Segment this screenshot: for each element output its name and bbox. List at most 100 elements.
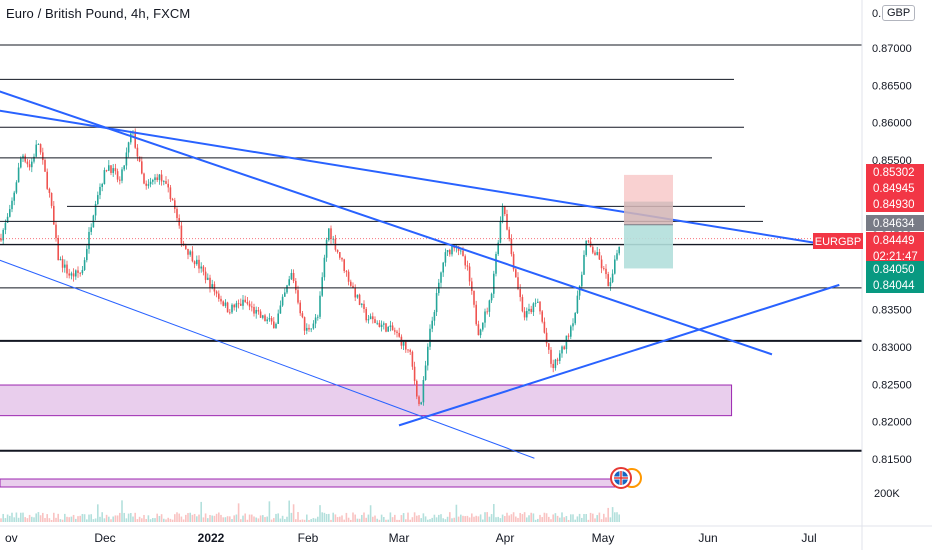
candle-body [88, 231, 90, 249]
candle-body [193, 261, 196, 265]
candle-body [6, 216, 9, 223]
candle-body [123, 165, 125, 170]
candle-body [284, 292, 286, 297]
volume-bar [306, 514, 308, 522]
candle-body [143, 173, 145, 184]
candle-body [222, 301, 224, 306]
volume-bar [510, 514, 513, 522]
volume-bar [550, 519, 552, 522]
volume-bar [495, 517, 497, 522]
volume-bar [519, 512, 521, 522]
candle-body [526, 310, 528, 318]
event-flags[interactable] [610, 467, 642, 489]
candle-body [72, 273, 75, 277]
volume-bar [486, 512, 488, 522]
volume-bar [398, 519, 400, 522]
candle-body [548, 343, 550, 350]
candle-body [358, 294, 361, 305]
price-label-box [866, 180, 924, 196]
volume-bar [284, 519, 286, 522]
candle-body [35, 144, 37, 157]
candle-body [444, 252, 447, 263]
volume-bar [204, 513, 207, 522]
candle-body [343, 259, 345, 271]
volume-bar [235, 514, 238, 522]
currency-button[interactable]: GBP [882, 5, 916, 21]
candle-body [515, 269, 517, 278]
candle-body [171, 199, 174, 201]
volume-bar [17, 517, 20, 522]
volume-bar [61, 519, 64, 522]
candle-body [15, 182, 18, 193]
volume-bar [565, 516, 568, 522]
volume-bar [138, 516, 141, 522]
candle-body [136, 147, 139, 157]
candle-body [220, 298, 222, 302]
volume-bar [154, 518, 156, 522]
volume-bar [266, 516, 268, 522]
volume-bar [79, 515, 81, 522]
candle-body [57, 238, 59, 261]
volume-bar [391, 517, 394, 522]
candle-body [418, 396, 420, 405]
candle-body [339, 252, 341, 258]
price-label-box [866, 215, 924, 231]
volume-bar [99, 516, 101, 522]
volume-bar [499, 518, 502, 522]
candle-body [114, 168, 117, 172]
volume-bar [416, 515, 418, 522]
volume-bar [114, 515, 117, 522]
volume-bar [37, 512, 40, 522]
volume-bar [479, 514, 482, 522]
candle-body [0, 238, 2, 241]
candle-body [517, 277, 519, 290]
volume-bar [75, 518, 77, 522]
candle-body [130, 133, 132, 143]
candle-body [240, 303, 242, 306]
candle-body [266, 319, 268, 322]
volume-bar [396, 519, 398, 522]
candle-body [55, 224, 57, 239]
candle-body [31, 161, 33, 168]
volume-bar [350, 519, 352, 522]
candle-body [405, 341, 407, 350]
volume-bar [262, 515, 264, 522]
volume-bar [198, 514, 200, 522]
volume-bar [614, 512, 616, 522]
candle-body [242, 299, 244, 306]
candle-body [211, 284, 213, 289]
candle-body [484, 311, 486, 323]
time-axis[interactable]: ov Dec 2022 Feb Mar Apr May Jun Jul [0, 525, 932, 545]
candle-body [37, 144, 40, 145]
volume-bar [424, 516, 427, 522]
candle-body [77, 270, 79, 273]
volume-bar [413, 512, 416, 522]
candle-body [554, 359, 557, 369]
candle-body [402, 341, 405, 346]
candle-body [259, 311, 262, 318]
volume-bar [387, 519, 389, 522]
volume-bar [281, 515, 284, 522]
volume-bar [200, 501, 202, 522]
candle-body [493, 273, 495, 294]
volume-bar [220, 514, 222, 522]
candle-body [499, 221, 502, 243]
candle-body [521, 297, 524, 312]
candle-body [352, 285, 354, 289]
volume-bar [152, 517, 154, 522]
trendline [0, 109, 840, 248]
volume-bar [83, 514, 86, 522]
volume-bar [526, 517, 528, 522]
volume-bar [121, 500, 123, 522]
candle-body [356, 294, 359, 298]
candle-body [20, 158, 22, 168]
candle-body [110, 165, 112, 173]
volume-bar [532, 513, 535, 522]
candle-body [246, 301, 249, 304]
candle-body [303, 317, 306, 331]
volume-bar [180, 516, 183, 522]
volume-bar [207, 518, 209, 522]
volume-bar [105, 514, 108, 522]
volume-bar [314, 518, 317, 522]
